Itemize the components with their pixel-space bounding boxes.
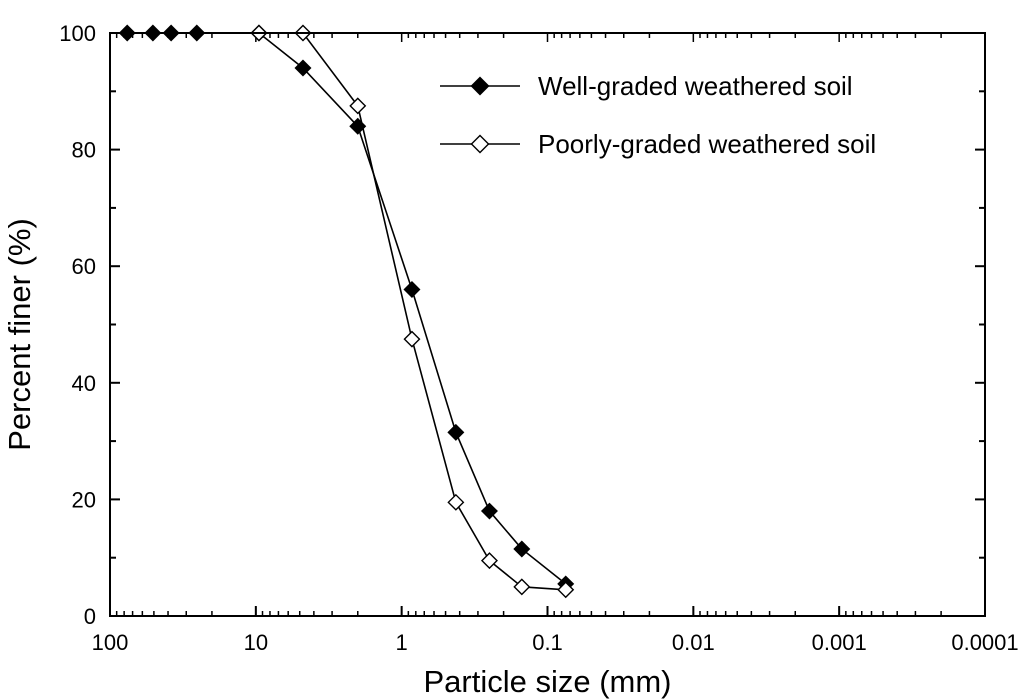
tick-marks xyxy=(110,33,985,616)
data-point-filled-diamond xyxy=(404,282,419,297)
y-tick-label: 80 xyxy=(72,138,96,163)
series-markers xyxy=(120,26,574,598)
x-tick-label: 0.01 xyxy=(672,630,715,655)
x-tick-label: 0.1 xyxy=(532,630,563,655)
y-axis-title: Percent finer (%) xyxy=(2,218,37,451)
series-lines xyxy=(127,33,566,590)
legend: Well-graded weathered soil Poorly-graded … xyxy=(440,71,876,159)
x-tick-label: 0.0001 xyxy=(951,630,1018,655)
y-tick-label: 100 xyxy=(59,21,96,46)
legend-label: Well-graded weathered soil xyxy=(538,71,853,101)
data-point-open-diamond xyxy=(350,98,365,113)
data-point-filled-diamond xyxy=(448,425,463,440)
data-point-open-diamond xyxy=(448,495,463,510)
series-line-0 xyxy=(127,33,566,584)
data-point-open-diamond xyxy=(404,332,419,347)
legend-marker xyxy=(472,78,489,95)
y-tick-label: 40 xyxy=(72,371,96,396)
x-tick-label: 100 xyxy=(92,630,129,655)
x-tick-label: 0.001 xyxy=(812,630,867,655)
legend-label: Poorly-graded weathered soil xyxy=(538,129,876,159)
y-tick-label: 0 xyxy=(84,604,96,629)
y-tick-label: 60 xyxy=(72,254,96,279)
x-tick-label: 10 xyxy=(244,630,268,655)
series-line-1 xyxy=(259,33,566,590)
legend-marker xyxy=(472,136,489,153)
x-tick-label: 1 xyxy=(396,630,408,655)
plot-area-frame xyxy=(110,33,985,616)
x-axis-title: Particle size (mm) xyxy=(423,664,671,699)
y-tick-label: 20 xyxy=(72,487,96,512)
tick-labels: 100 10 1 0.1 0.01 0.001 0.0001 0 20 40 60 80 100 xyxy=(59,21,1018,655)
